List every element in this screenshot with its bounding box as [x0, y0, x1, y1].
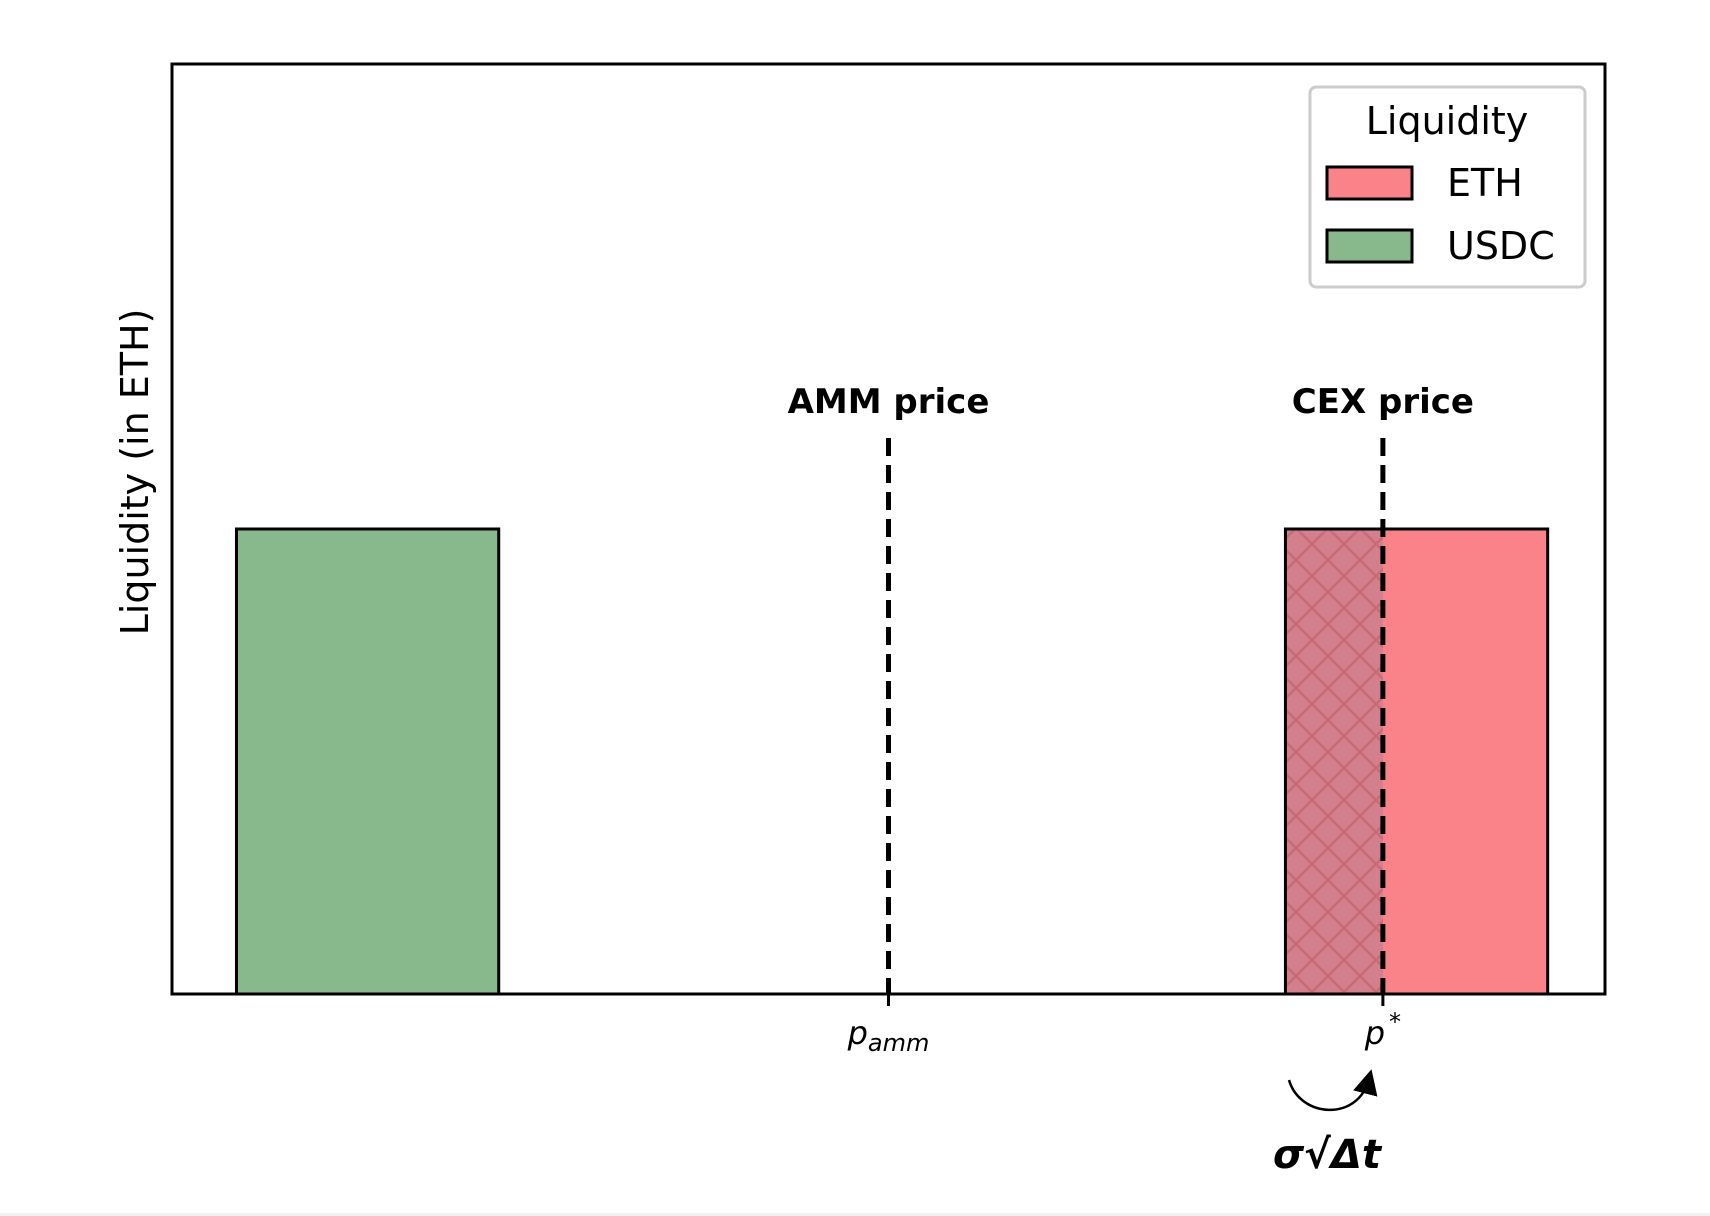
hatched-region-pattern — [1285, 529, 1383, 994]
volatility-annotation: σ√Δt — [1273, 1069, 1383, 1178]
bars-layer — [234, 527, 1550, 996]
legend: Liquidity ETH USDC — [1308, 85, 1587, 289]
price-lines-layer: AMM price CEX price — [788, 382, 1474, 994]
amm-price-label: AMM price — [788, 382, 990, 422]
legend-title: Liquidity — [1366, 99, 1529, 143]
x-tick-label: p * — [1364, 1008, 1401, 1052]
usdc-bar — [236, 529, 499, 994]
page-bottom-rule — [0, 1213, 1710, 1216]
x-ticks-layer: pamm p * — [847, 994, 1401, 1057]
y-axis-label: Liquidity (in ETH) — [113, 309, 157, 636]
curved-arrow-icon — [1287, 1069, 1378, 1112]
sigma-sqrt-dt-label: σ√Δt — [1273, 1132, 1383, 1178]
legend-label-usdc: USDC — [1447, 224, 1555, 268]
legend-label-eth: ETH — [1447, 161, 1523, 205]
cex-price-label: CEX price — [1292, 382, 1474, 422]
legend-swatch-usdc — [1325, 228, 1414, 264]
x-tick-label: pamm — [847, 1014, 930, 1057]
legend-swatch-eth — [1325, 165, 1414, 201]
